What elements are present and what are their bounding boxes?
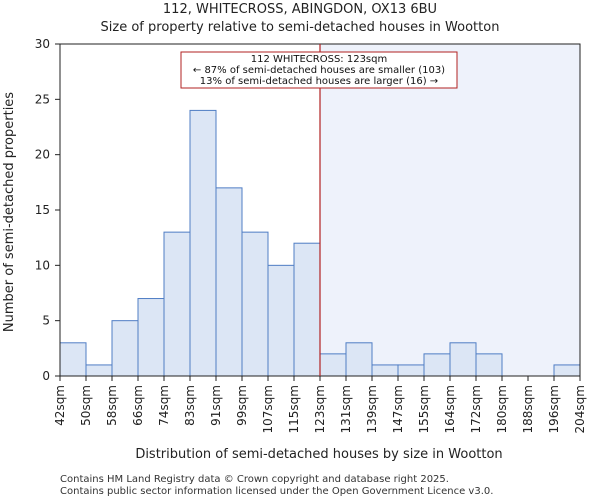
x-tick-label: 58sqm	[105, 385, 119, 426]
bar-74sqm	[163, 231, 191, 377]
bar-83sqm	[189, 109, 217, 377]
bar-99sqm	[241, 231, 269, 377]
y-axis: 0 5 10 15 20 25 30	[35, 37, 60, 383]
x-tick-label: 164sqm	[443, 385, 457, 433]
y-tick-label: 0	[42, 369, 50, 383]
x-axis-label: Distribution of semi-detached houses by …	[135, 447, 502, 462]
bar-91sqm	[215, 187, 243, 377]
chart-title-line1: 112, WHITECROSS, ABINGDON, OX13 6BU	[163, 2, 437, 17]
x-tick-label: 188sqm	[521, 385, 535, 433]
footer-line1: Contains HM Land Registry data © Crown c…	[60, 474, 449, 485]
y-tick-label: 15	[35, 203, 50, 217]
annotation-line2: ← 87% of semi-detached houses are smalle…	[193, 65, 445, 76]
y-tick-label: 10	[35, 258, 50, 272]
y-tick-label: 20	[35, 148, 50, 162]
x-tick-label: 42sqm	[53, 385, 67, 426]
x-tick-label: 74sqm	[157, 385, 171, 426]
bar-66sqm	[137, 298, 165, 377]
bar-164sqm	[449, 342, 477, 377]
bar-50sqm	[85, 364, 113, 377]
annotation-border	[180, 51, 458, 89]
bar-58sqm	[111, 320, 139, 377]
y-tick-label: 25	[35, 92, 50, 106]
y-axis-label: Number of semi-detached properties	[2, 92, 17, 332]
x-tick-label: 139sqm	[365, 385, 379, 433]
x-tick-label: 123sqm	[313, 385, 327, 433]
bar-172sqm	[475, 353, 503, 377]
x-tick-label: 204sqm	[573, 385, 587, 433]
x-tick-label: 155sqm	[417, 385, 431, 433]
x-axis: 42sqm 50sqm 58sqm 66sqm 74sqm 83sqm 91sqm 99sqm…	[53, 376, 587, 433]
y-tick-label: 5	[42, 314, 50, 328]
x-tick-label: 83sqm	[183, 385, 197, 426]
bar-155sqm	[423, 353, 451, 377]
bar-123sqm	[319, 353, 347, 377]
x-tick-label: 131sqm	[339, 385, 353, 433]
chart-title-line2: Size of property relative to semi-detach…	[101, 20, 500, 35]
bar-42sqm	[59, 342, 87, 377]
footer-line2: Contains public sector information licen…	[60, 486, 493, 497]
bar-139sqm	[371, 364, 399, 377]
x-tick-label: 107sqm	[261, 385, 275, 433]
x-tick-label: 91sqm	[209, 385, 223, 426]
annotation-line3: 13% of semi-detached houses are larger (…	[200, 76, 438, 87]
bar-147sqm	[397, 364, 425, 377]
bar-196sqm	[553, 364, 581, 377]
x-tick-label: 180sqm	[495, 385, 509, 433]
x-tick-label: 115sqm	[287, 385, 301, 433]
x-tick-label: 50sqm	[79, 385, 93, 426]
x-tick-label: 99sqm	[235, 385, 249, 426]
bar-115sqm	[293, 242, 321, 377]
x-tick-label: 147sqm	[391, 385, 405, 433]
y-tick-label: 30	[35, 37, 50, 51]
bar-131sqm	[345, 342, 373, 377]
annotation-line1: 112 WHITECROSS: 123sqm	[251, 54, 387, 65]
bars-group	[59, 109, 581, 377]
bar-107sqm	[267, 264, 295, 377]
annotation-box: 112 WHITECROSS: 123sqm ← 87% of semi-det…	[180, 51, 458, 89]
x-tick-label: 196sqm	[547, 385, 561, 433]
x-tick-label: 172sqm	[469, 385, 483, 433]
x-tick-label: 66sqm	[131, 385, 145, 426]
larger-region-background	[320, 44, 580, 376]
